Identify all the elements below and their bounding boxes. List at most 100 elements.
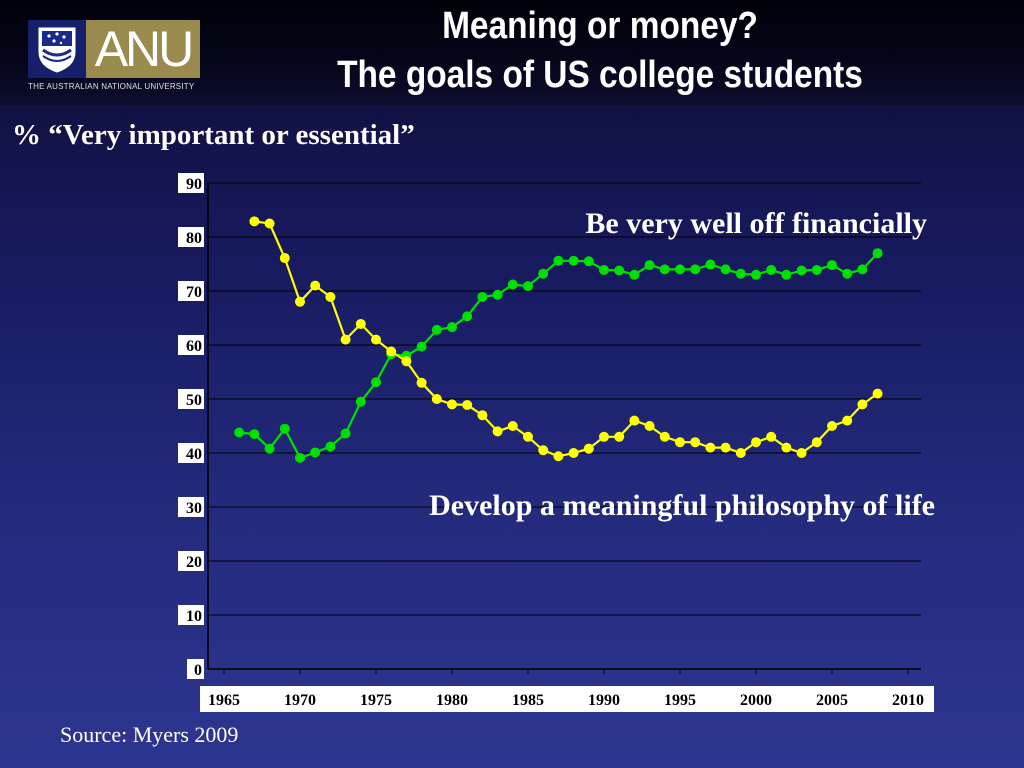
- series-1-point: [766, 431, 777, 442]
- x-tick-label: 1990: [588, 692, 620, 709]
- series-0-point: [842, 268, 853, 279]
- y-tick-box: [178, 497, 204, 517]
- series-0-point: [644, 260, 655, 271]
- x-tick-label: 2010: [892, 692, 924, 709]
- series-1-point: [386, 346, 397, 357]
- series-1-point: [614, 431, 625, 442]
- y-tick-label: 70: [186, 284, 202, 301]
- anu-wordmark: ANU: [86, 20, 200, 78]
- series-0-point: [264, 443, 275, 454]
- series-0-point: [492, 289, 503, 300]
- series-1-point: [644, 421, 655, 431]
- series-1-point: [735, 448, 746, 458]
- series-1-point: [462, 399, 473, 410]
- series-0-point: [796, 265, 807, 276]
- x-tick-label: 1965: [208, 692, 240, 709]
- title-line-1: Meaning or money?: [442, 5, 758, 47]
- series-1-point: [629, 415, 640, 426]
- series-1-point: [401, 356, 412, 367]
- y-tick-box: [178, 605, 204, 625]
- y-tick-label: 90: [186, 176, 202, 193]
- series-0-point: [827, 260, 837, 271]
- series-0-point: [766, 264, 777, 275]
- series-1-point: [371, 334, 381, 345]
- series-1-point: [583, 443, 594, 454]
- x-tick-label: 1970: [284, 692, 316, 709]
- series-0-point: [340, 428, 351, 439]
- series-0-point: [735, 268, 746, 279]
- series-1-point: [842, 415, 853, 426]
- y-tick-box: [178, 443, 204, 463]
- y-tick-box: [178, 281, 204, 301]
- x-tick-label: 2005: [816, 692, 848, 709]
- series-1-point: [249, 216, 260, 227]
- y-tick-labels: 0 10 20 30 40 50 60 70 80 90: [178, 173, 204, 679]
- series-1-point: [295, 296, 305, 307]
- series-0-point: [279, 423, 290, 434]
- slide-title: Meaning or money? The goals of US colleg…: [266, 2, 935, 100]
- series-0-point: [355, 396, 366, 407]
- series-1-point: [705, 442, 716, 453]
- series-0-point: [720, 264, 731, 275]
- series-line-0: [239, 252, 879, 460]
- y-tick-label: 40: [186, 446, 202, 463]
- y-tick-label: 60: [186, 338, 202, 355]
- y-tick-box: [178, 389, 204, 409]
- series-1-point: [675, 437, 685, 448]
- series-1-point: [751, 437, 761, 448]
- y-tick-box: [187, 659, 204, 679]
- series-1-point: [355, 318, 366, 329]
- axes: [207, 183, 921, 674]
- series-1-point: [811, 437, 822, 448]
- series-1-point: [553, 451, 564, 462]
- series-1-point: [325, 291, 336, 302]
- series-0-point: [538, 268, 549, 279]
- series-1-point: [538, 445, 549, 456]
- x-tick-label: 1995: [664, 692, 696, 709]
- y-tick-box: [178, 227, 204, 247]
- anu-tagline: THE AUSTRALIAN NATIONAL UNIVERSITY: [28, 82, 195, 91]
- series-1-point: [720, 442, 731, 453]
- series-lines: [234, 216, 883, 463]
- gridlines: [208, 182, 921, 616]
- x-tick-labels: 1965 1970 1975 1980 1985 1990 1995 2000 2005 2010: [200, 686, 934, 712]
- series-0-point: [325, 441, 336, 452]
- y-tick-label: 80: [186, 230, 202, 247]
- series-0-point: [675, 264, 685, 275]
- series-1-point: [492, 426, 503, 437]
- y-tick-label: 20: [186, 554, 202, 571]
- series-0-point: [568, 255, 579, 266]
- series-1-point: [781, 442, 792, 453]
- series-1-point: [872, 388, 883, 399]
- series-0-point: [416, 341, 427, 352]
- x-tick-label: 2000: [740, 692, 772, 709]
- series-1-point: [659, 431, 670, 442]
- source-note: Source: Myers 2009: [60, 722, 239, 747]
- series-0-point: [751, 269, 761, 280]
- series-0-point: [295, 452, 305, 463]
- x-tick-label: 1985: [512, 692, 544, 709]
- series-0-point: [523, 281, 533, 292]
- series-annotation: Develop a meaningful philosophy of life: [429, 489, 935, 522]
- series-0-point: [811, 264, 822, 275]
- series-0-point: [447, 322, 457, 333]
- series-1-point: [568, 448, 579, 458]
- series-1-point: [447, 399, 457, 410]
- series-annotations: Be very well off financially Develop a me…: [429, 207, 935, 522]
- y-axis-caption: % “Very important or essential”: [12, 119, 415, 151]
- series-0-point: [857, 264, 868, 275]
- series-0-point: [705, 259, 716, 270]
- y-tick-label: 10: [186, 608, 202, 625]
- series-1-point: [340, 334, 351, 345]
- x-tick-strip: [200, 686, 934, 712]
- series-1-point: [477, 410, 488, 421]
- y-tick-label: 0: [194, 662, 202, 679]
- crest-icon: [28, 20, 86, 78]
- series-0-point: [614, 265, 625, 276]
- x-tick-label: 1975: [360, 692, 392, 709]
- series-1-point: [523, 431, 533, 442]
- series-0-point: [431, 324, 442, 335]
- series-0-point: [462, 311, 473, 322]
- series-0-point: [781, 269, 792, 280]
